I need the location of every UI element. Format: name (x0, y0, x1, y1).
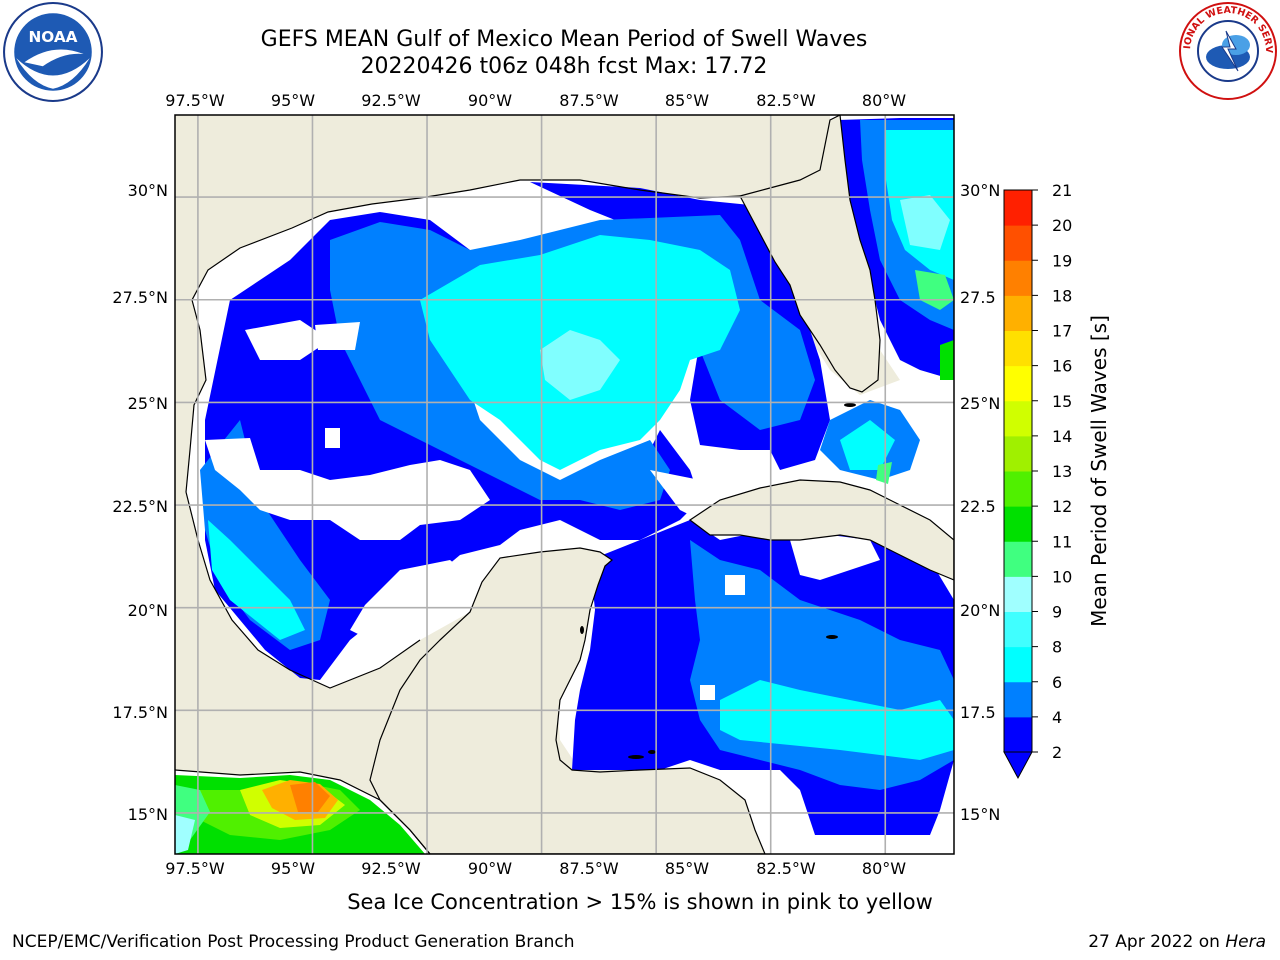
colorbar-tick-label: 11 (1052, 532, 1072, 551)
lon-tick-label-bottom: 97.5°W (165, 859, 225, 878)
lat-tick-label-left: 20°N (128, 601, 168, 620)
florida-peninsula (739, 115, 881, 393)
colorbar-tick-label: 21 (1052, 181, 1072, 200)
colorbar-segment (1004, 260, 1032, 296)
lat-tick-label-right: 30°N (960, 181, 1000, 200)
colorbar: 2 4 6 8 9 10 11 12 13 14 15 16 17 18 19 20 21 (1003, 181, 1072, 780)
colorbar-tick-label: 20 (1052, 216, 1072, 235)
sea-ice-footnote: Sea Ice Concentration > 15% is shown in … (347, 890, 933, 914)
lon-tick-label-top: 82.5°W (756, 91, 816, 110)
colorbar-segment (1004, 190, 1032, 226)
islands (580, 403, 856, 759)
colorbar-tick-label: 16 (1052, 357, 1072, 376)
colorbar-under-arrow (1003, 751, 1033, 780)
colorbar-tick-label: 2 (1052, 743, 1062, 762)
colorbar-tick-label: 19 (1052, 251, 1072, 270)
lat-tick-label-right: 20°N (960, 601, 1000, 620)
map-title: GEFS MEAN Gulf of Mexico Mean Period of … (260, 27, 868, 52)
lon-tick-label-bottom: 80°W (862, 859, 906, 878)
colorbar-tick-label: 17 (1052, 322, 1072, 341)
colorbar-segment (1004, 330, 1032, 367)
colorbar-segment (1004, 295, 1032, 331)
footer-credit: NCEP/EMC/Verification Post Processing Pr… (12, 932, 575, 952)
lat-tick-label-right: 27.5 (960, 288, 996, 307)
colorbar-tick-label: 15 (1052, 392, 1072, 411)
lon-tick-labels-bottom: 97.5°W 95°W 92.5°W 90°W 87.5°W 85°W 82.5… (165, 859, 906, 878)
colorbar-segment (1004, 576, 1032, 612)
lon-tick-label-bottom: 90°W (468, 859, 512, 878)
lon-tick-label-top: 92.5°W (361, 91, 421, 110)
gulf-coastline (185, 179, 741, 493)
colorbar-segment (1004, 506, 1032, 542)
colorbar-segment (1004, 541, 1032, 577)
lon-tick-label-top: 85°W (665, 91, 709, 110)
lat-tick-labels-left: 30°N 27.5°N 25°N 22.5°N 20°N 17.5°N 15°N (112, 181, 168, 824)
colorbar-segment (1004, 400, 1032, 437)
colorbar-tick-label: 18 (1052, 286, 1072, 305)
lon-tick-label-bottom: 85°W (665, 859, 709, 878)
colorbar-segment (1004, 365, 1032, 402)
colorbar-segment (1004, 611, 1032, 648)
colorbar-segment (1004, 435, 1032, 472)
lon-tick-label-bottom: 95°W (271, 859, 315, 878)
no-data-patches (205, 320, 954, 854)
noaa-logo-text: NOAA (28, 28, 77, 46)
lat-tick-label-left: 22.5°N (112, 497, 168, 516)
lat-tick-labels-right: 30°N 27.5 25°N 22.5 20°N 17.5 15°N (960, 181, 1000, 824)
colorbar-label: Mean Period of Swell Waves [s] (1087, 315, 1111, 627)
lat-tick-label-right: 22.5 (960, 497, 996, 516)
swell-period-8-9s (540, 195, 950, 400)
lon-tick-label-top: 95°W (271, 91, 315, 110)
lat-tick-label-right: 15°N (960, 805, 1000, 824)
lat-tick-label-left: 30°N (128, 181, 168, 200)
lat-tick-label-right: 17.5 (960, 703, 996, 722)
nws-logo: NATIONAL WEATHER SERVICE (1178, 1, 1277, 100)
colorbar-segment (1004, 225, 1032, 261)
colorbar-tick-label: 14 (1052, 427, 1072, 446)
lon-tick-label-top: 90°W (468, 91, 512, 110)
lon-tick-label-top: 80°W (862, 91, 906, 110)
lon-tick-label-top: 97.5°W (165, 91, 225, 110)
map-subtitle: 20220426 t06z 048h fcst Max: 17.72 (360, 54, 768, 79)
footer-host: Hera (1225, 932, 1266, 952)
colorbar-tick-label: 10 (1052, 567, 1072, 586)
colorbar-segment (1004, 716, 1032, 753)
lat-tick-label-left: 27.5°N (112, 288, 168, 307)
lat-tick-label-left: 25°N (128, 394, 168, 413)
colorbar-tick-label: 8 (1052, 638, 1062, 657)
colorbar-tick-label: 13 (1052, 462, 1072, 481)
footer-date-text: 27 Apr 2022 on (1088, 932, 1226, 952)
lon-tick-label-bottom: 87.5°W (559, 859, 619, 878)
colorbar-tick-label: 12 (1052, 497, 1072, 516)
noaa-logo: NOAA (3, 2, 103, 102)
colorbar-tick-label: 6 (1052, 673, 1062, 692)
map-frame (174, 114, 955, 855)
colorbar-segment (1004, 646, 1032, 683)
colorbar-tick-label: 9 (1052, 603, 1062, 622)
lat-tick-label-left: 17.5°N (112, 703, 168, 722)
lon-tick-labels-top: 97.5°W 95°W 92.5°W 90°W 87.5°W 85°W 82.5… (165, 91, 906, 110)
colorbar-segment (1004, 681, 1032, 718)
colorbar-tick-label: 4 (1052, 708, 1062, 727)
colorbar-segment (1004, 471, 1032, 507)
lon-tick-label-bottom: 82.5°W (756, 859, 816, 878)
mexico-west-coastline (185, 491, 421, 689)
lon-tick-label-top: 87.5°W (559, 91, 619, 110)
lat-tick-label-right: 25°N (960, 394, 1000, 413)
footer-date: 27 Apr 2022 on Hera (1088, 932, 1266, 952)
lat-tick-label-left: 15°N (128, 805, 168, 824)
gridlines (175, 115, 954, 854)
pacific-coastline (175, 769, 431, 854)
map-panel (175, 115, 954, 854)
pacific-swell (175, 775, 425, 854)
lon-tick-label-bottom: 92.5°W (361, 859, 421, 878)
